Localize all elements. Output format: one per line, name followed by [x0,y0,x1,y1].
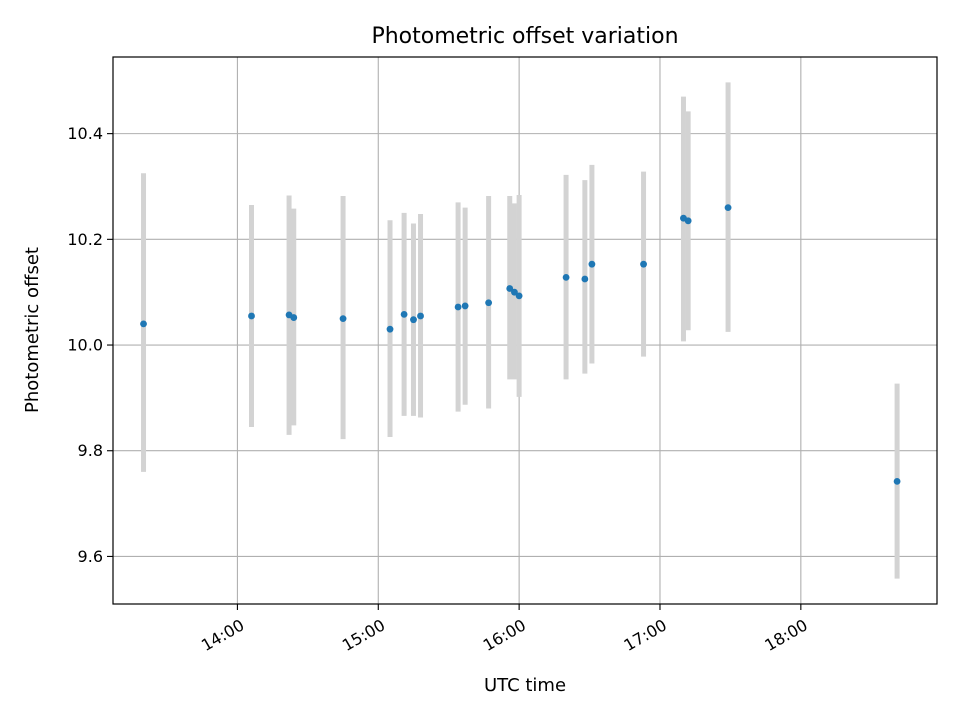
data-point [461,302,469,310]
data-point [684,217,692,225]
error-bars [141,82,900,579]
data-point [485,299,493,307]
x-tick-label: 16:00 [480,615,529,655]
x-tick-label: 18:00 [761,615,810,655]
y-tick-label: 10.4 [67,124,103,143]
data-point [506,285,514,292]
data-point [515,292,523,300]
data-point [400,310,408,318]
data-point [511,288,518,296]
y-tick-label: 10.2 [67,230,103,249]
x-tick-label: 15:00 [339,615,388,655]
y-axis-label: Photometric offset [22,247,43,413]
data-point [581,275,589,283]
data-point [248,312,255,320]
plot-frame [112,56,938,605]
y-axis-ticks: 9.6 9.8 10.0 10.2 10.4 [67,124,113,566]
data-point [640,260,647,268]
data-point [454,303,462,311]
y-tick-label: 9.6 [78,547,103,566]
x-tick-label: 17:00 [621,615,670,655]
y-tick-label: 10.0 [67,336,103,355]
data-point [140,320,147,328]
y-tick-label: 9.8 [78,441,103,460]
data-point [290,314,298,321]
data-point [724,204,732,212]
data-point [339,315,347,323]
data-point [410,316,417,324]
x-axis-label: UTC time [484,675,566,696]
data-point [588,260,596,268]
chart-title: Photometric offset variation [371,24,678,49]
data-point [417,312,424,320]
grid-lines [113,57,937,604]
x-axis-ticks: 14:00 15:00 16:00 17:00 18:00 [198,604,811,655]
data-point [386,325,394,333]
x-tick-label: 14:00 [198,615,247,655]
data-points [140,204,901,485]
data-point [893,477,901,485]
data-point [562,273,570,281]
